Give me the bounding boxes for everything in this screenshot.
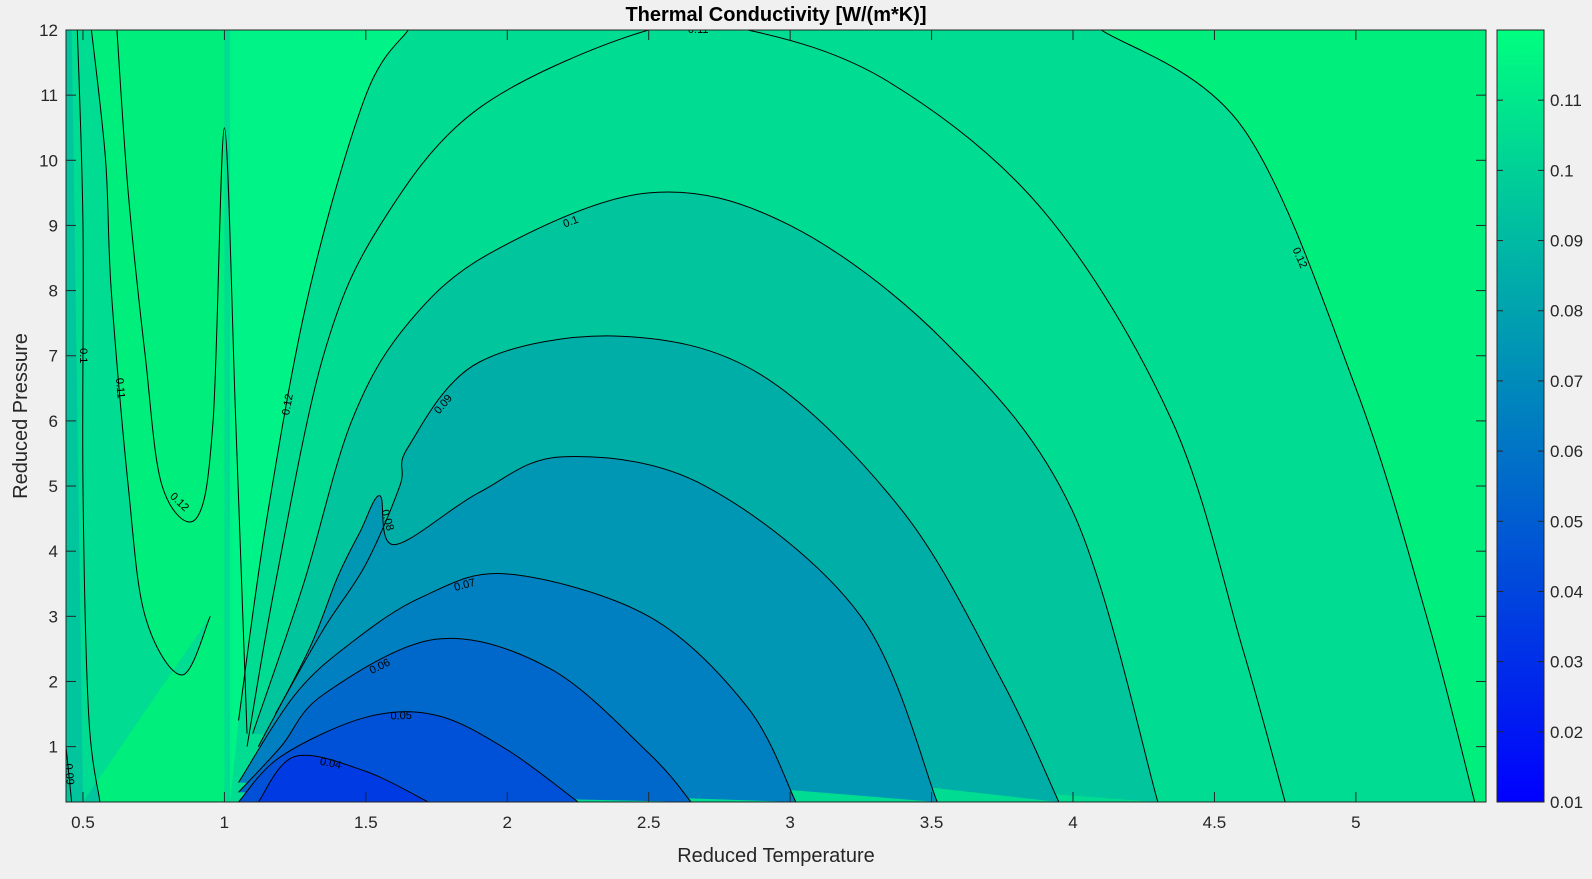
y-tick-label: 4 bbox=[49, 542, 58, 561]
x-tick-label: 3 bbox=[785, 813, 794, 832]
colorbar-tick-label: 0.1 bbox=[1550, 161, 1574, 180]
y-axis-label: Reduced Pressure bbox=[10, 333, 32, 499]
colorbar-tick-label: 0.03 bbox=[1550, 653, 1583, 672]
chart-title: Thermal Conductivity [W/(m*K)] bbox=[625, 4, 926, 26]
x-tick-label: 4.5 bbox=[1203, 813, 1227, 832]
x-tick-label: 3.5 bbox=[920, 813, 944, 832]
colorbar-tick-label: 0.07 bbox=[1550, 372, 1583, 391]
contour-fill-0.04 bbox=[258, 755, 429, 802]
y-tick-label: 5 bbox=[49, 477, 58, 496]
y-tick-label: 7 bbox=[49, 347, 58, 366]
contour-label: 0.09 bbox=[62, 763, 76, 786]
colorbar-gradient bbox=[1496, 29, 1545, 803]
colorbar-tick-label: 0.02 bbox=[1550, 723, 1583, 742]
x-tick-label: 5 bbox=[1351, 813, 1360, 832]
x-tick-label: 1.5 bbox=[354, 813, 378, 832]
contour-label: 0.1 bbox=[77, 348, 89, 363]
plot-area: 0.040.050.060.070.080.090.10.110.120.120… bbox=[62, 24, 1486, 802]
x-axis: 0.5 1 1.5 2 2.5 3 3.5 4 4.5 5 bbox=[71, 30, 1361, 832]
y-tick-label: 11 bbox=[40, 86, 58, 105]
contour-line-0.09 bbox=[274, 335, 1060, 802]
contour-label: 0.11 bbox=[688, 24, 709, 36]
contour-fill-left-band bbox=[71, 30, 211, 802]
contour-line-0.11 bbox=[90, 30, 211, 676]
contour-label: 0.12 bbox=[280, 393, 296, 416]
y-tick-label: 10 bbox=[39, 151, 58, 170]
y-tick-label: 1 bbox=[49, 738, 58, 757]
axes-box bbox=[65, 29, 1487, 803]
contour-line-0.1 bbox=[76, 30, 101, 802]
colorbar-tick-label: 0.09 bbox=[1550, 232, 1583, 251]
contour-line-0.12 bbox=[116, 30, 248, 734]
contour-label: 0.08 bbox=[378, 508, 395, 532]
contour-fill-left bbox=[66, 30, 100, 802]
contour-label: 0.07 bbox=[453, 577, 477, 594]
contour-line-0.04 bbox=[257, 754, 429, 802]
contour-line-0.06 bbox=[238, 637, 692, 802]
contour-label: 0.04 bbox=[319, 756, 342, 772]
x-tick-label: 2 bbox=[503, 813, 512, 832]
x-axis-label: Reduced Temperature bbox=[677, 845, 875, 867]
y-tick-label: 9 bbox=[49, 216, 58, 235]
x-tick-label: 2.5 bbox=[637, 813, 661, 832]
contour-label: 0.1 bbox=[562, 214, 581, 231]
contour-fill-band-012 bbox=[230, 30, 409, 802]
y-tick-label: 2 bbox=[49, 672, 58, 691]
contour-line-0.12 bbox=[1101, 30, 1476, 802]
x-tick-label: 4 bbox=[1068, 813, 1077, 832]
y-tick-label: 12 bbox=[39, 21, 58, 40]
contour-label: 0.11 bbox=[113, 378, 127, 400]
colorbar: 0.01 0.02 0.03 0.04 0.05 0.06 0.07 0.08 0.09 0.1 0… bbox=[1496, 29, 1583, 812]
colorbar-tick-label: 0.05 bbox=[1550, 512, 1583, 531]
colorbar-tick-label: 0.01 bbox=[1550, 793, 1583, 812]
contour-line-0.1 bbox=[252, 191, 1159, 802]
x-tick-label: 0.5 bbox=[71, 813, 95, 832]
contour-line-0.12 bbox=[238, 30, 409, 721]
y-tick-label: 3 bbox=[49, 607, 58, 626]
x-tick-label: 1 bbox=[220, 813, 229, 832]
contour-line-0.07 bbox=[238, 573, 797, 802]
y-tick-label: 6 bbox=[49, 412, 58, 431]
contour-line-0.05 bbox=[238, 711, 579, 802]
contour-line-0.08 bbox=[257, 456, 938, 802]
colorbar-tick-label: 0.11 bbox=[1550, 91, 1582, 110]
y-tick-label: 8 bbox=[49, 282, 58, 301]
colorbar-tick-label: 0.04 bbox=[1550, 582, 1583, 601]
contour-line-0.11 bbox=[246, 30, 1286, 802]
colorbar-tick-label: 0.06 bbox=[1550, 442, 1583, 461]
contour-label: 0.05 bbox=[390, 710, 412, 723]
colorbar-tick-label: 0.08 bbox=[1550, 302, 1583, 321]
